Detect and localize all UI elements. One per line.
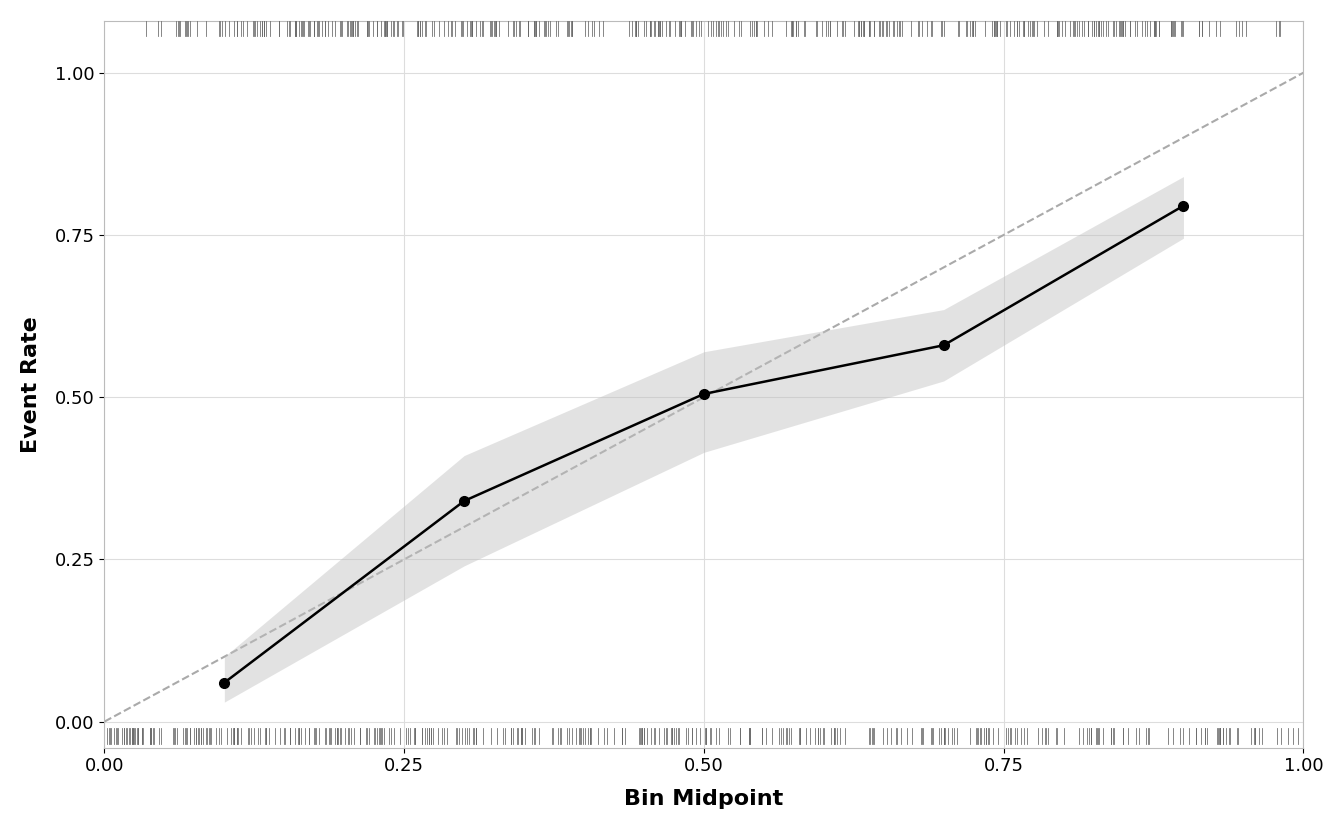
Point: [453, 495, 474, 508]
Point: [1173, 199, 1195, 212]
Point: [694, 388, 715, 401]
Y-axis label: Event Rate: Event Rate: [22, 316, 40, 452]
X-axis label: Bin Midpoint: Bin Midpoint: [624, 789, 784, 809]
Point: [214, 676, 235, 689]
Point: [933, 339, 954, 352]
